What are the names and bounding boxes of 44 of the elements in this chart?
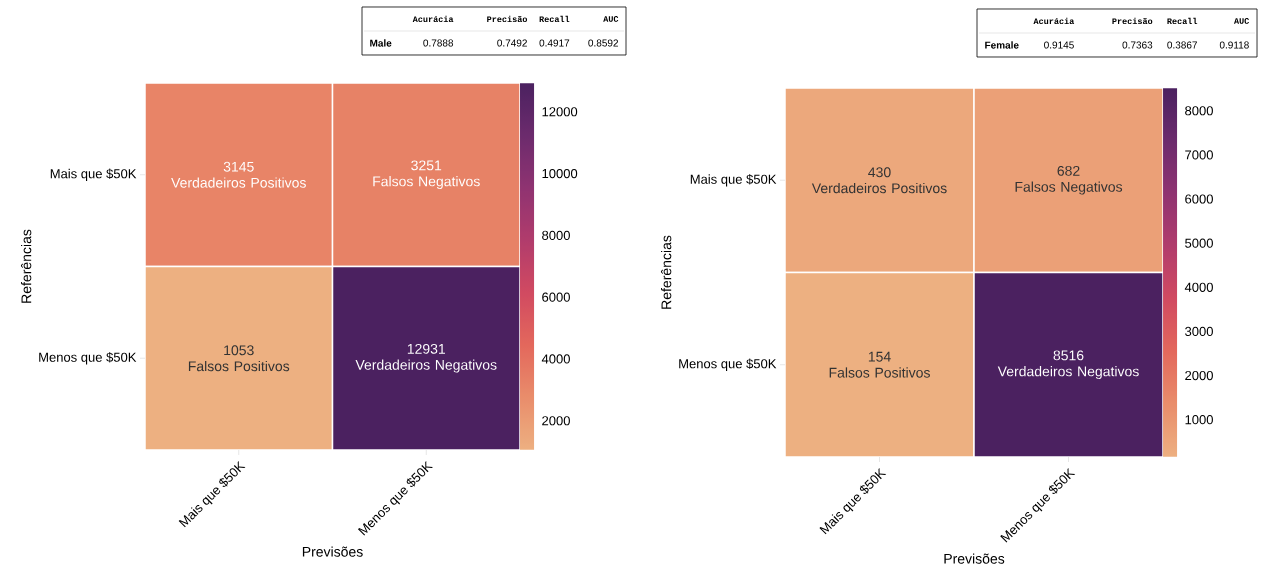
data-label: 430 Verdadeiros Positivos: [811, 167, 947, 194]
text: Precisão: [487, 15, 528, 23]
color-bar-label: 7000: [1185, 150, 1213, 160]
color-bar-label: 6000: [1185, 194, 1213, 204]
color-bar-label: 2000: [542, 416, 570, 426]
text: Recall: [539, 15, 570, 23]
color-bar-label: 8000: [542, 230, 570, 240]
data-label: 3251 Falsos Negativos: [373, 160, 480, 190]
text: AUC: [603, 16, 619, 22]
color-bar-label: 5000: [1185, 238, 1213, 248]
text: 0.7363: [1122, 41, 1153, 49]
color-bar-label: 12000: [542, 107, 578, 117]
text: 0.7888: [423, 39, 454, 47]
color-bar-label: 4000: [541, 354, 570, 364]
color-bar-label: 3000: [1185, 326, 1213, 337]
data-label: 1053 Falsos Positivos: [188, 345, 290, 372]
color-bar-label: 10000: [542, 168, 578, 179]
data-label: 8516 Verdadeiros Negativos: [997, 350, 1139, 380]
data-label: 682 Falsos Negativos: [1015, 165, 1123, 195]
text: AUC: [1233, 18, 1250, 24]
text: 0.3867: [1167, 41, 1197, 49]
text: 0.8592: [588, 39, 619, 47]
text: Male: [370, 39, 392, 47]
text: Recall: [1167, 17, 1198, 25]
color-bar-label: 2000: [1185, 370, 1213, 381]
text: 0.9118: [1219, 41, 1249, 49]
x-axis-title: Previsões: [944, 553, 1005, 564]
color-bar-label: 6000: [542, 292, 570, 302]
y-axis-title: Referências: [20, 229, 32, 303]
text: Precisão: [1112, 17, 1153, 25]
text: Female: [985, 41, 1019, 49]
data-label: 154 Falsos Positivos: [829, 351, 930, 378]
text: 0.4917: [539, 39, 570, 47]
data-label: 12931 Verdadeiros Negativos: [355, 343, 497, 373]
y-axis-title: Referências: [660, 235, 672, 309]
color-bar-label: 1000: [1185, 415, 1213, 425]
color-bar-label: 4000: [1184, 282, 1213, 292]
text: 0.7492: [497, 39, 527, 47]
x-axis-title: Previsões: [302, 546, 363, 557]
text: 0.9145: [1044, 41, 1074, 49]
text: Acurácia: [1033, 17, 1075, 25]
color-bar-label: 8000: [1185, 106, 1213, 116]
text: Acurácia: [412, 15, 454, 23]
data-label: 3145 Verdadeiros Positivos: [171, 161, 306, 188]
